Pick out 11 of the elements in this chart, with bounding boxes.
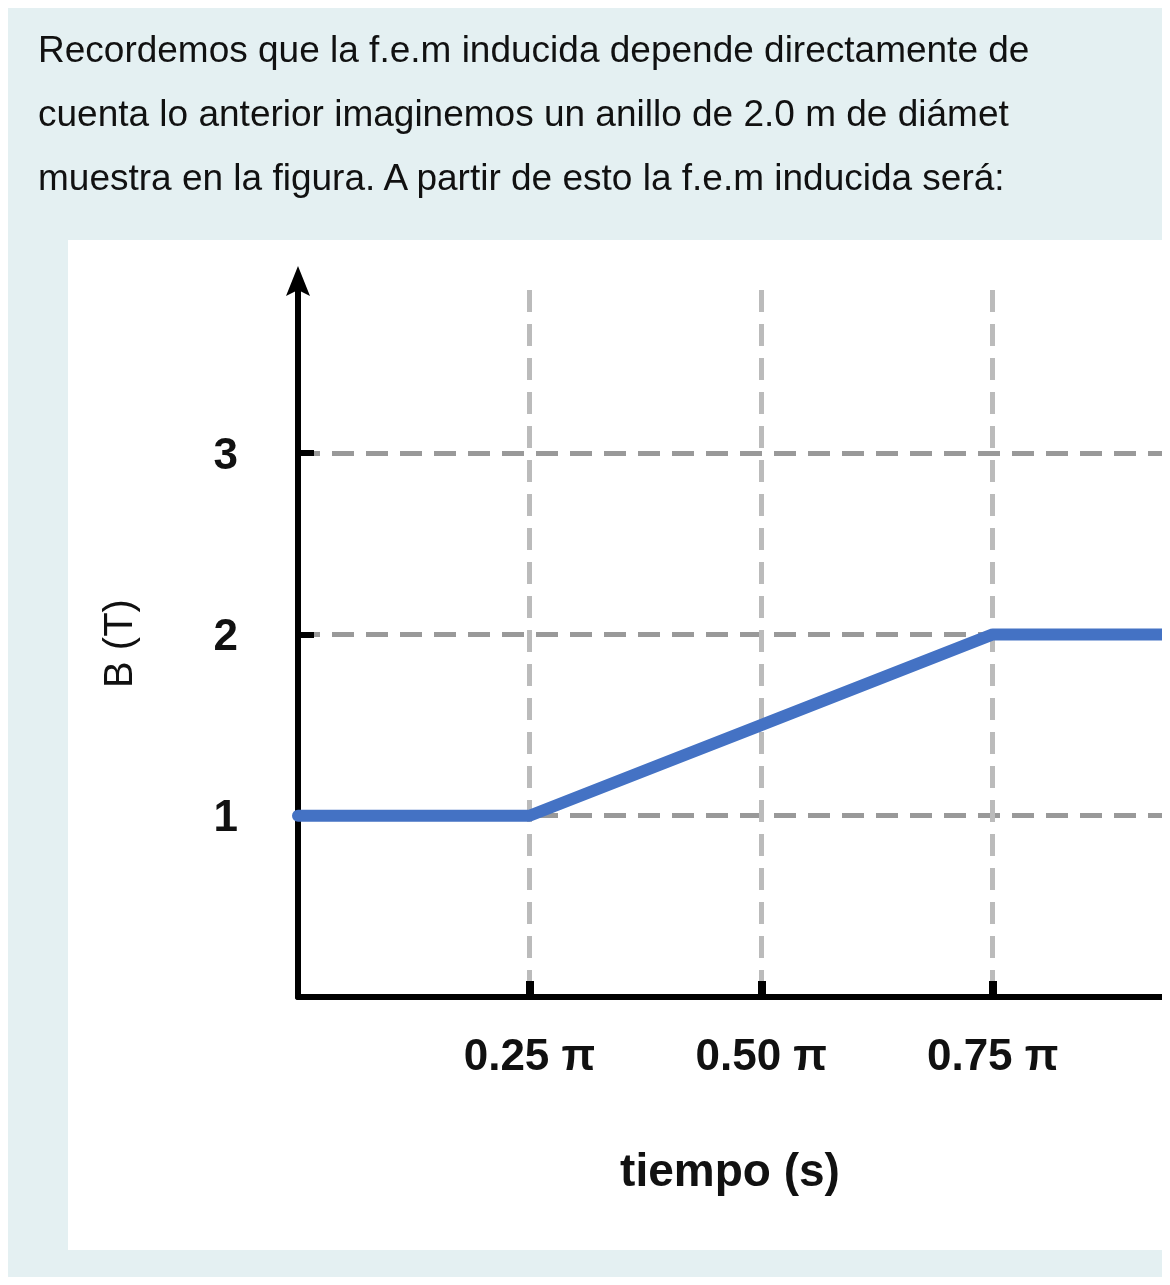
x-tick-label: 0.75 π <box>926 1029 1059 1079</box>
text: muestra en la figura. A partir de esto la f.e.m inducida será: <box>38 156 1006 200</box>
text: cuenta lo anterior imaginemos un anillo de 2.0 m de diámet <box>38 92 1010 136</box>
y-tick-label: 2 <box>213 609 238 659</box>
x-axis-title: tiempo (s) <box>620 1144 840 1196</box>
y-tick-label: 1 <box>213 791 238 841</box>
y-tick-label: 3 <box>213 428 238 478</box>
text: Recordemos que la f.e.m inducida depende directamente de <box>38 28 1031 72</box>
x-tick-label: 0.50 π <box>695 1029 828 1079</box>
x-tick-label: 0.25 π <box>463 1029 596 1079</box>
y-axis-title: B (T) <box>96 599 140 688</box>
